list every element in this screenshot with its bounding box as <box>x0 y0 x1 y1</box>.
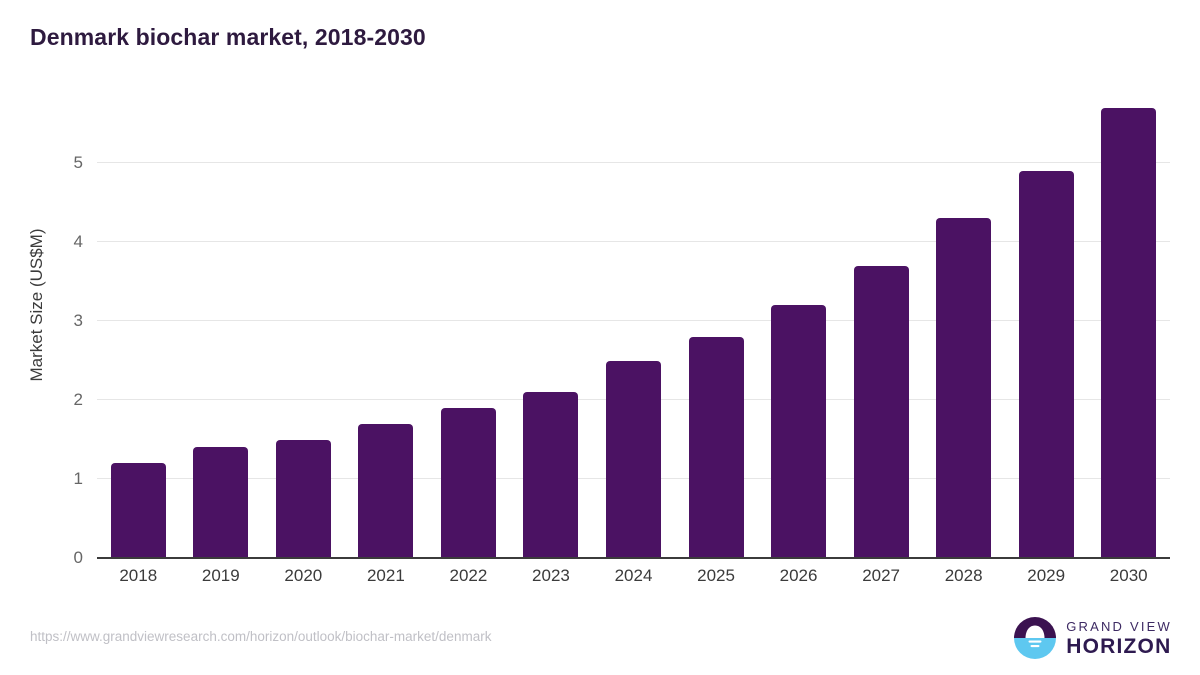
page-title: Denmark biochar market, 2018-2030 <box>30 24 426 50</box>
gridline <box>97 241 1170 243</box>
source-url[interactable]: https://www.grandviewresearch.com/horizo… <box>30 629 492 644</box>
bar-2020[interactable] <box>275 439 331 558</box>
y-tick-label: 2 <box>73 390 83 410</box>
logo-line-grand-view: GRAND VIEW <box>1066 618 1172 634</box>
x-tick-label-2021: 2021 <box>366 566 405 585</box>
y-axis-tick-labels: 0 1 2 3 4 5 <box>37 96 83 567</box>
plot-area <box>97 96 1170 559</box>
bar-2027[interactable] <box>853 265 909 558</box>
x-tick-label-2028: 2028 <box>944 566 983 585</box>
y-tick-label: 3 <box>73 311 83 331</box>
gridline <box>97 162 1170 164</box>
bar-2021[interactable] <box>358 423 414 558</box>
gridline <box>97 320 1170 322</box>
x-tick-label-2022: 2022 <box>449 566 488 585</box>
x-tick-label-2023: 2023 <box>532 566 570 585</box>
bar-2023[interactable] <box>523 392 579 558</box>
y-tick-label: 5 <box>73 153 83 173</box>
x-tick-label-2027: 2027 <box>862 566 901 585</box>
y-tick-label: 1 <box>73 469 83 489</box>
bar-2026[interactable] <box>771 305 827 558</box>
x-tick-label-2020: 2020 <box>284 566 323 585</box>
logo-line-horizon: HORIZON <box>1066 634 1172 658</box>
x-axis-tick-labels: 2018 2019 2020 2021 2022 2023 2024 2025 2026 2027… <box>97 566 1170 596</box>
x-axis-line <box>97 557 1170 559</box>
bar-2024[interactable] <box>606 360 661 558</box>
horizon-logo-icon <box>1014 617 1057 659</box>
bar-2028[interactable] <box>936 218 992 558</box>
x-tick-label-2029: 2029 <box>1027 566 1066 585</box>
x-tick-label-2030: 2030 <box>1109 566 1148 585</box>
logo-text: GRAND VIEW HORIZON <box>1066 620 1172 657</box>
bar-2029[interactable] <box>1018 171 1074 558</box>
bar-2019[interactable] <box>193 447 249 558</box>
y-tick-label: 4 <box>73 232 83 252</box>
x-tick-label-2019: 2019 <box>201 566 240 585</box>
bar-2022[interactable] <box>440 407 496 558</box>
x-tick-label-2025: 2025 <box>697 566 735 585</box>
bar-2030[interactable] <box>1101 107 1157 558</box>
brand-logo: GRAND VIEW HORIZON <box>1013 616 1172 660</box>
x-tick-label-2018: 2018 <box>119 566 158 585</box>
bar-2018[interactable] <box>110 463 166 558</box>
x-tick-label-2024: 2024 <box>614 566 653 585</box>
y-tick-label: 0 <box>73 548 83 567</box>
x-tick-label-2026: 2026 <box>779 566 818 585</box>
bar-2025[interactable] <box>688 336 744 558</box>
